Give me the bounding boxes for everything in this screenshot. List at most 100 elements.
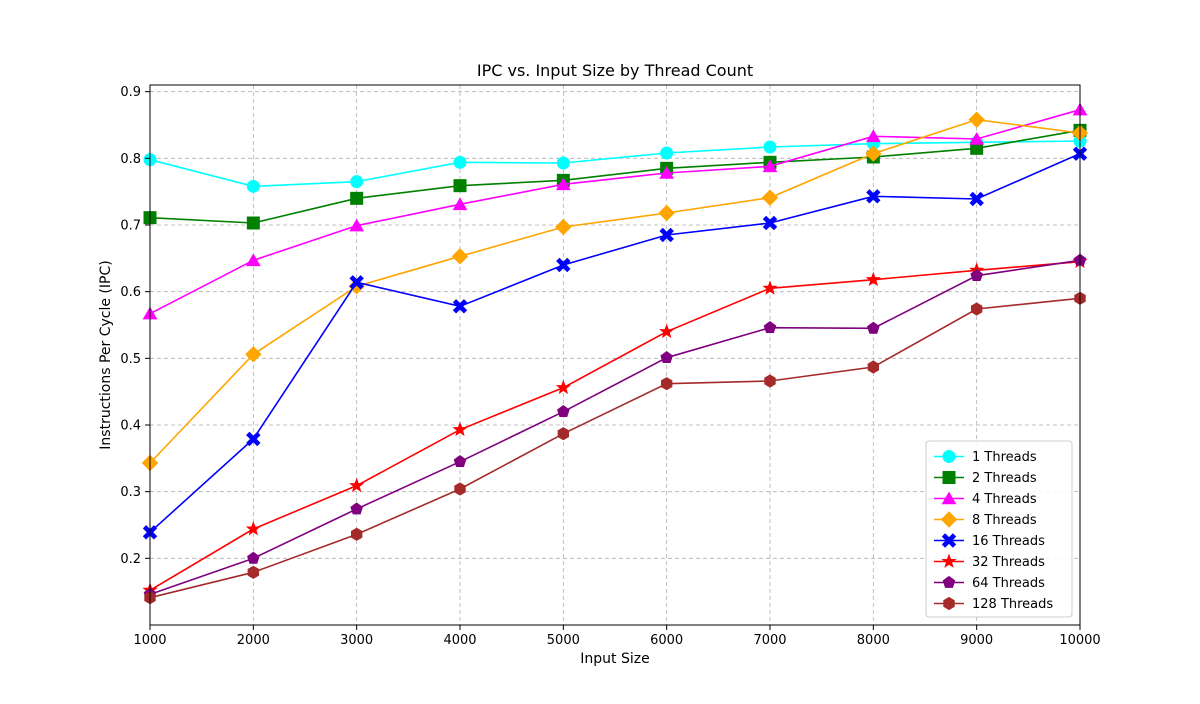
legend-entry: 128 Threads — [934, 596, 1053, 612]
data-point — [557, 427, 570, 441]
data-point — [556, 257, 571, 273]
legend-entry: 8 Threads — [934, 511, 1037, 528]
y-tick-label: 0.8 — [120, 152, 141, 167]
y-tick-label: 0.5 — [120, 352, 141, 367]
data-point — [658, 204, 675, 222]
data-point — [969, 131, 985, 145]
data-point — [247, 551, 260, 564]
legend-marker — [940, 511, 958, 528]
x-tick-label: 5000 — [547, 633, 580, 648]
data-point — [451, 248, 469, 265]
chart-title: IPC vs. Input Size by Thread Count — [477, 61, 753, 80]
data-point — [865, 271, 881, 287]
data-point — [660, 351, 673, 364]
series-line — [149, 129, 1081, 224]
data-point — [555, 177, 571, 191]
legend-marker — [943, 596, 955, 611]
x-tick-label: 9000 — [960, 633, 993, 648]
data-point — [453, 455, 467, 468]
x-tick-label: 6000 — [650, 633, 683, 648]
data-point — [762, 215, 778, 231]
y-tick-label: 0.9 — [120, 85, 141, 100]
legend-marker — [942, 450, 956, 463]
series-line — [149, 108, 1081, 315]
legend-label: 32 Threads — [972, 555, 1045, 570]
tick-layer: 1000 2000 3000 4000 5000 6000 7000 8000 9000 1000… — [120, 85, 1100, 648]
legend-marker — [942, 471, 956, 484]
data-point — [245, 253, 261, 267]
data-point — [660, 146, 674, 160]
series-line — [149, 259, 1081, 596]
data-point — [246, 216, 260, 230]
data-point — [246, 431, 261, 447]
legend: 1 Threads 2 Threads 4 Threads 8 Threads 16 T… — [925, 440, 1073, 618]
series-64-threads — [143, 253, 1087, 600]
legend-box — [925, 440, 1073, 618]
data-point — [556, 156, 570, 170]
series-4-threads — [142, 102, 1088, 320]
data-point — [453, 179, 467, 193]
data-point — [246, 179, 260, 193]
data-point — [349, 477, 365, 493]
x-tick-label: 8000 — [857, 633, 890, 648]
series-2-threads — [143, 123, 1087, 230]
series-1-threads — [143, 134, 1087, 193]
data-point — [350, 502, 363, 515]
data-point — [557, 405, 570, 418]
legend-marker — [941, 491, 957, 505]
data-point — [865, 145, 882, 162]
y-tick-label: 0.3 — [120, 485, 141, 500]
data-point — [970, 269, 983, 282]
legend-entry: 1 Threads — [934, 450, 1037, 465]
series-line — [149, 260, 1081, 592]
legend-entry: 16 Threads — [934, 533, 1045, 549]
data-point — [867, 321, 880, 334]
legend-marker — [941, 533, 957, 548]
data-point — [761, 189, 779, 206]
x-tick-label: 7000 — [753, 633, 786, 648]
data-point — [659, 165, 675, 179]
data-point — [350, 191, 364, 205]
y-tick-label: 0.2 — [120, 552, 141, 567]
y-tick-label: 0.6 — [120, 285, 141, 300]
legend-label: 128 Threads — [972, 597, 1053, 612]
data-point — [866, 189, 881, 204]
data-point — [762, 159, 778, 173]
data-point — [349, 218, 365, 232]
legend-label: 64 Threads — [972, 576, 1045, 591]
x-tick-label: 10000 — [1059, 633, 1100, 648]
x-tick-label: 1000 — [133, 633, 166, 648]
data-point — [659, 227, 674, 243]
data-point — [969, 191, 984, 207]
data-point — [454, 482, 466, 496]
legend-entry: 2 Threads — [934, 471, 1037, 486]
legend-entry: 64 Threads — [934, 575, 1045, 591]
data-point — [865, 129, 881, 143]
x-tick-label: 2000 — [237, 633, 270, 648]
data-point — [452, 299, 468, 314]
data-point — [555, 218, 572, 236]
data-point — [660, 377, 673, 391]
series-layer — [141, 102, 1089, 605]
data-point — [452, 421, 468, 437]
y-axis-label: Instructions Per Cycle (IPC) — [98, 260, 114, 449]
legend-label: 16 Threads — [972, 534, 1045, 549]
data-point — [763, 140, 777, 154]
data-point — [763, 321, 777, 334]
y-tick-label: 0.7 — [120, 219, 141, 234]
plot-frame — [149, 84, 1081, 626]
legend-label: 2 Threads — [972, 471, 1037, 486]
series-line — [149, 118, 1081, 464]
series-128-threads — [144, 291, 1086, 605]
series-line — [149, 297, 1081, 599]
data-point — [349, 275, 364, 290]
data-point — [245, 521, 261, 536]
data-point — [555, 379, 571, 395]
y-tick-label: 0.4 — [120, 419, 141, 434]
legend-label: 4 Threads — [972, 492, 1037, 507]
series-line — [149, 152, 1081, 533]
legend-entry: 32 Threads — [934, 553, 1045, 570]
x-tick-label: 4000 — [443, 633, 476, 648]
